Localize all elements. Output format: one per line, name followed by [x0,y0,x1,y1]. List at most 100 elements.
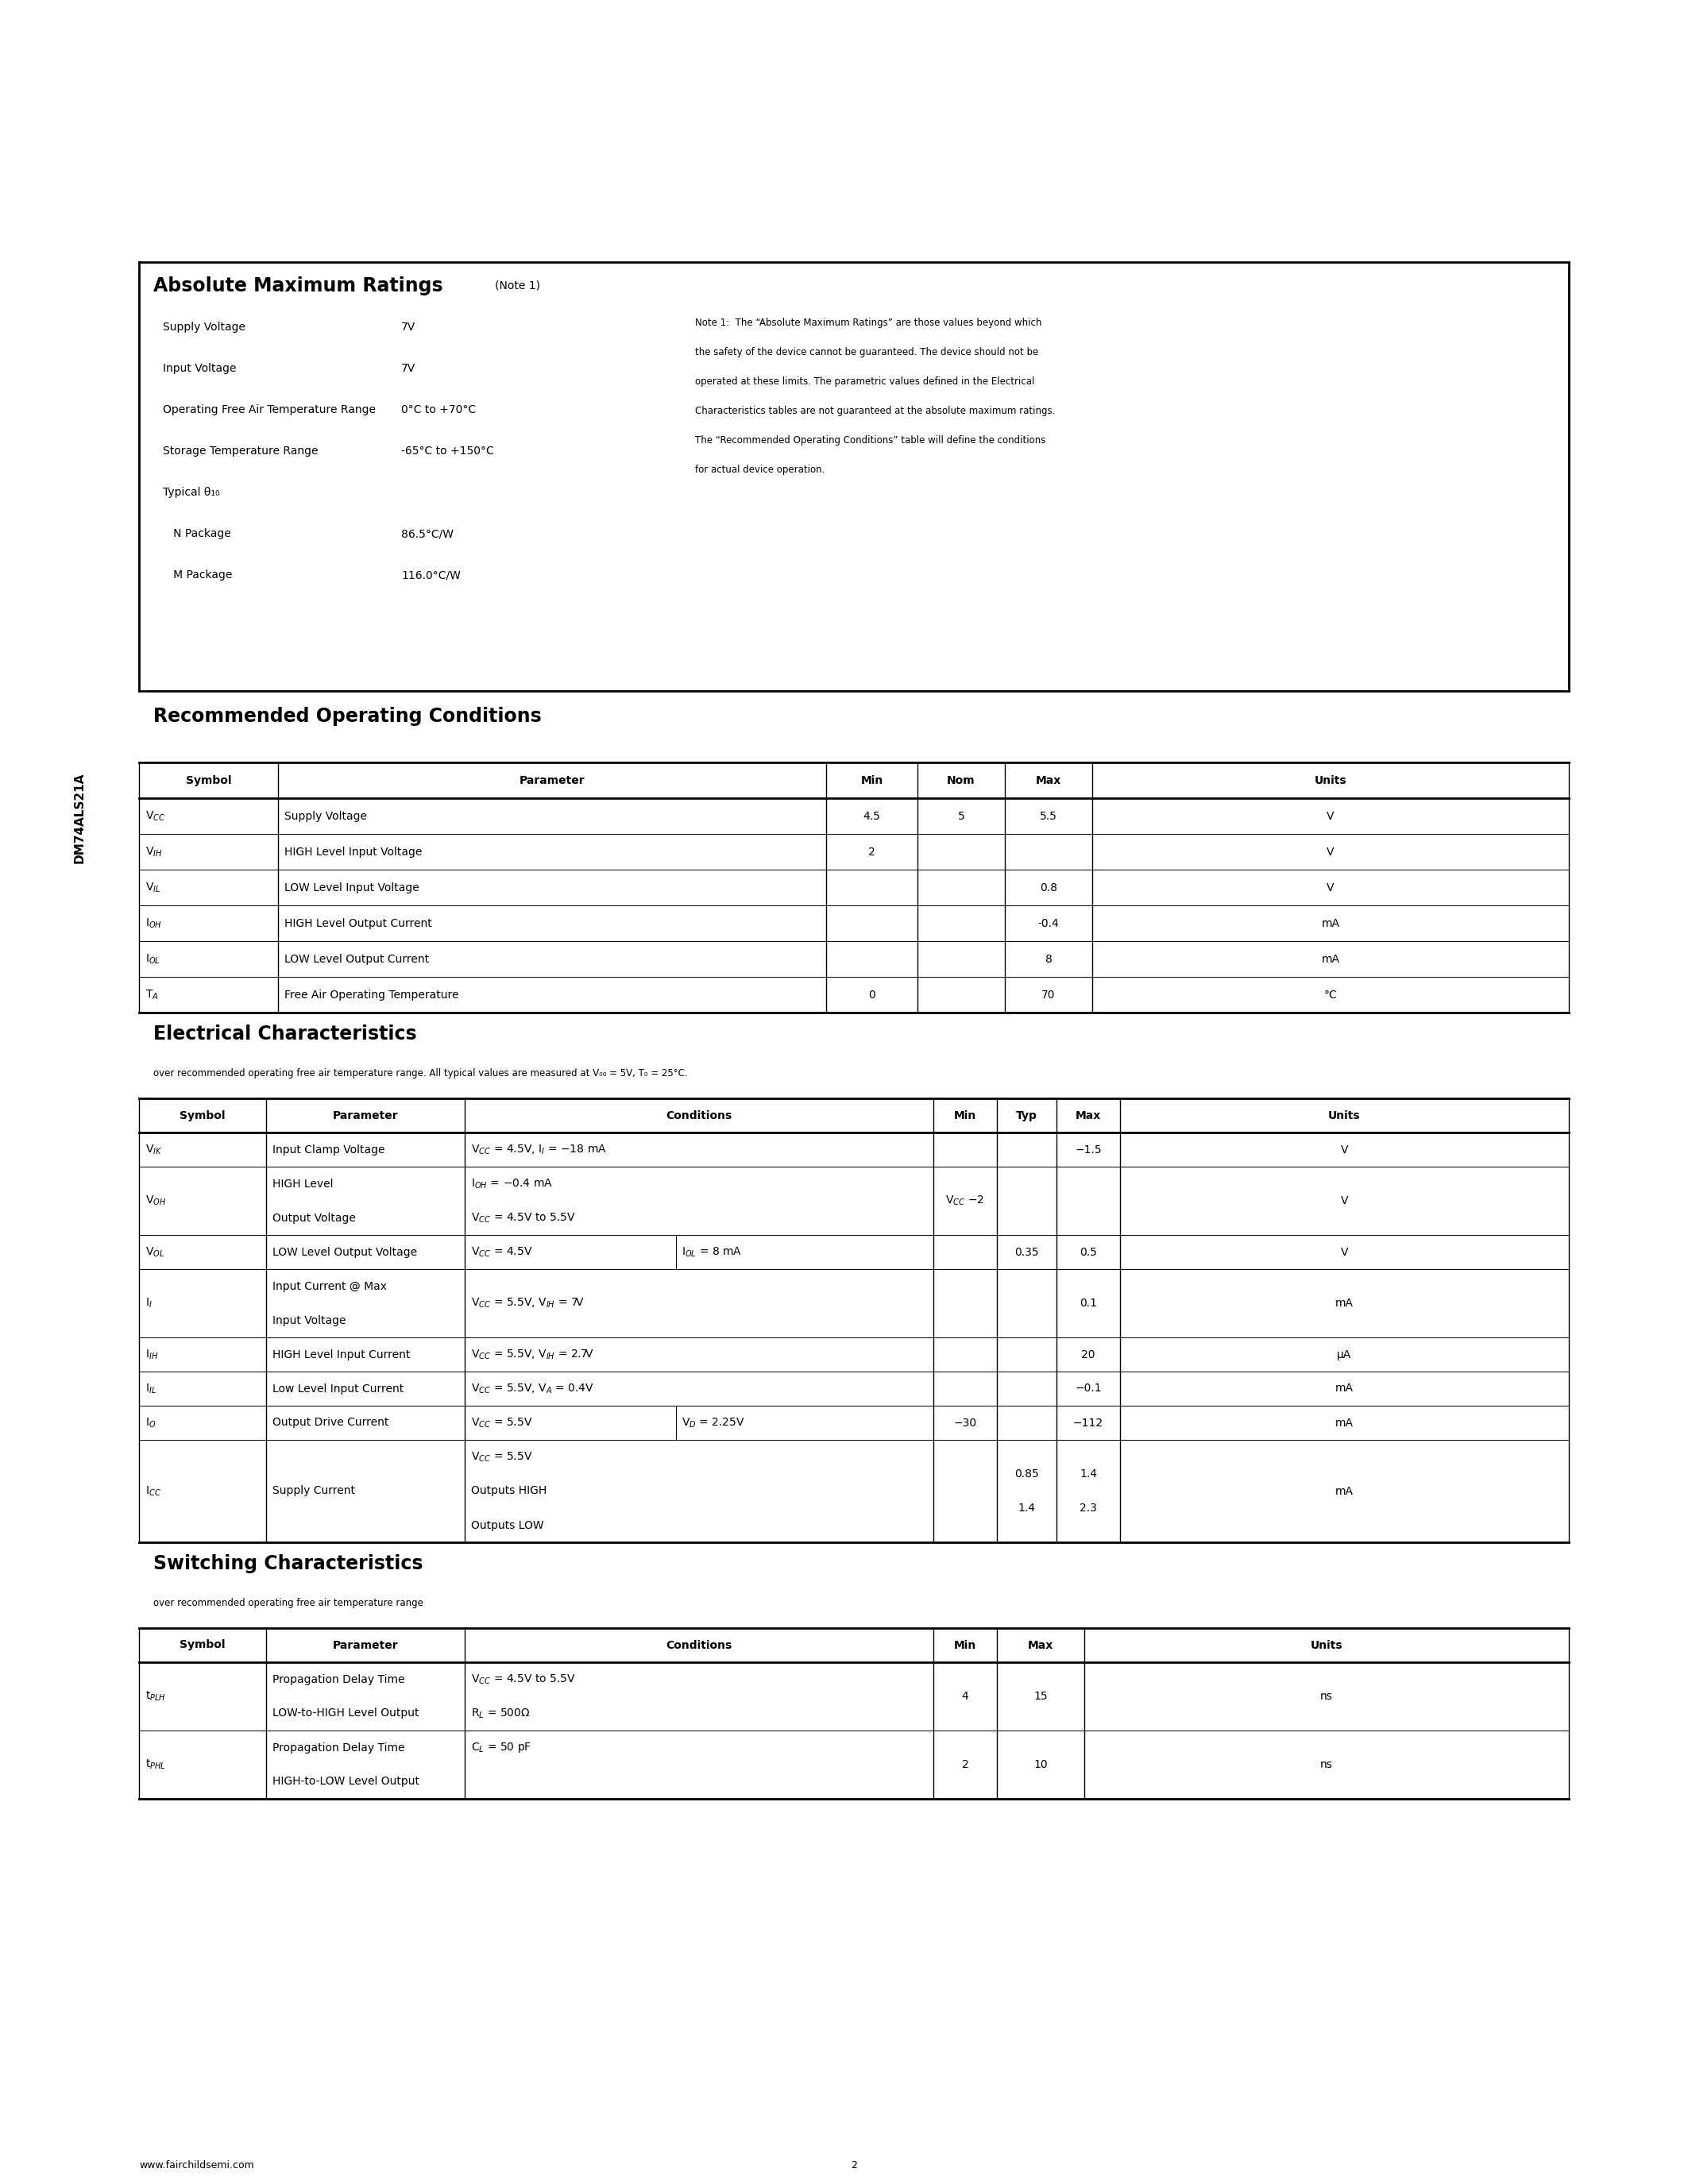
Text: the safety of the device cannot be guaranteed. The device should not be: the safety of the device cannot be guara… [695,347,1038,358]
Text: Min: Min [954,1640,976,1651]
Text: mA: mA [1335,1297,1354,1308]
Text: Parameter: Parameter [333,1640,398,1651]
Text: V: V [1327,810,1334,821]
Text: Conditions: Conditions [667,1640,733,1651]
Text: t$_{PHL}$: t$_{PHL}$ [145,1758,165,1771]
Text: 15: 15 [1033,1690,1048,1701]
Text: I$_O$: I$_O$ [145,1415,155,1428]
Text: Units: Units [1328,1109,1361,1120]
Text: V$_{CC}$ = 5.5V, V$_A$ = 0.4V: V$_{CC}$ = 5.5V, V$_A$ = 0.4V [471,1382,594,1396]
Text: 116.0°C/W: 116.0°C/W [402,570,461,581]
Text: Free Air Operating Temperature: Free Air Operating Temperature [284,989,459,1000]
Text: V: V [1327,882,1334,893]
Text: M Package: M Package [162,570,233,581]
Text: Supply Voltage: Supply Voltage [284,810,366,821]
Text: ns: ns [1320,1690,1334,1701]
Text: I$_{OL}$: I$_{OL}$ [145,952,160,965]
Text: Symbol: Symbol [179,1640,226,1651]
Text: Min: Min [861,775,883,786]
Text: Note 1:  The “Absolute Maximum Ratings” are those values beyond which: Note 1: The “Absolute Maximum Ratings” a… [695,317,1041,328]
Text: HIGH Level Output Current: HIGH Level Output Current [284,917,432,928]
Text: Output Drive Current: Output Drive Current [272,1417,388,1428]
Text: C$_L$ = 50 pF: C$_L$ = 50 pF [471,1741,532,1754]
Text: mA: mA [1322,954,1340,965]
Text: LOW-to-HIGH Level Output: LOW-to-HIGH Level Output [272,1708,419,1719]
Text: Recommended Operating Conditions: Recommended Operating Conditions [154,708,542,725]
Text: N Package: N Package [162,529,231,539]
Text: 2: 2 [851,2160,858,2171]
Text: 0.5: 0.5 [1080,1247,1097,1258]
Text: 8: 8 [1045,954,1052,965]
Text: V$_{CC}$ −2: V$_{CC}$ −2 [945,1195,984,1208]
Text: DM74ALS21A: DM74ALS21A [74,773,86,863]
Text: Low Level Input Current: Low Level Input Current [272,1382,403,1393]
Text: LOW Level Output Voltage: LOW Level Output Voltage [272,1247,417,1258]
Text: Storage Temperature Range: Storage Temperature Range [162,446,317,456]
Text: Nom: Nom [947,775,976,786]
Text: Parameter: Parameter [333,1109,398,1120]
Text: t$_{PLH}$: t$_{PLH}$ [145,1690,165,1704]
Text: Supply Voltage: Supply Voltage [162,321,245,332]
Text: Parameter: Parameter [520,775,586,786]
Text: Electrical Characteristics: Electrical Characteristics [154,1024,417,1044]
Text: HIGH-to-LOW Level Output: HIGH-to-LOW Level Output [272,1776,419,1787]
Text: R$_L$ = 500Ω: R$_L$ = 500Ω [471,1708,530,1721]
Text: 4.5: 4.5 [863,810,881,821]
Text: Units: Units [1310,1640,1342,1651]
Text: Max: Max [1036,775,1062,786]
Text: 0.85: 0.85 [1014,1468,1038,1479]
Text: 0°C to +70°C: 0°C to +70°C [402,404,476,415]
Text: over recommended operating free air temperature range: over recommended operating free air temp… [154,1599,424,1607]
Text: over recommended operating free air temperature range. All typical values are me: over recommended operating free air temp… [154,1068,687,1079]
Text: Switching Characteristics: Switching Characteristics [154,1555,424,1572]
Text: °C: °C [1323,989,1337,1000]
Text: -65°C to +150°C: -65°C to +150°C [402,446,495,456]
Text: Input Current @ Max: Input Current @ Max [272,1280,387,1291]
Text: I$_I$: I$_I$ [145,1297,152,1310]
Text: V$_{CC}$ = 4.5V, I$_I$ = −18 mA: V$_{CC}$ = 4.5V, I$_I$ = −18 mA [471,1142,608,1155]
Text: I$_{OH}$: I$_{OH}$ [145,917,162,930]
Text: I$_{IL}$: I$_{IL}$ [145,1382,157,1396]
Text: 2.3: 2.3 [1080,1503,1097,1514]
Text: V$_{CC}$ = 5.5V: V$_{CC}$ = 5.5V [471,1450,533,1463]
Text: Symbol: Symbol [186,775,231,786]
Text: μA: μA [1337,1350,1352,1361]
Text: V$_{IH}$: V$_{IH}$ [145,845,162,858]
Text: LOW Level Input Voltage: LOW Level Input Voltage [284,882,419,893]
Text: operated at these limits. The parametric values defined in the Electrical: operated at these limits. The parametric… [695,376,1035,387]
Text: (Note 1): (Note 1) [495,280,540,290]
Text: V$_{IK}$: V$_{IK}$ [145,1142,162,1155]
Text: 70: 70 [1041,989,1055,1000]
Text: 0.35: 0.35 [1014,1247,1038,1258]
Text: 20: 20 [1082,1350,1096,1361]
Text: V$_D$ = 2.25V: V$_D$ = 2.25V [682,1415,744,1428]
Text: Input Voltage: Input Voltage [272,1315,346,1326]
Text: V: V [1340,1195,1349,1206]
Text: T$_A$: T$_A$ [145,987,159,1000]
Text: −0.1: −0.1 [1075,1382,1102,1393]
Text: Input Voltage: Input Voltage [162,363,236,373]
Text: Symbol: Symbol [179,1109,226,1120]
Text: 4: 4 [962,1690,969,1701]
Text: Propagation Delay Time: Propagation Delay Time [272,1743,405,1754]
Text: Max: Max [1028,1640,1053,1651]
Text: I$_{CC}$: I$_{CC}$ [145,1485,160,1498]
Text: V$_{CC}$ = 5.5V, V$_{IH}$ = 7V: V$_{CC}$ = 5.5V, V$_{IH}$ = 7V [471,1297,584,1310]
Text: Units: Units [1315,775,1347,786]
Text: Outputs LOW: Outputs LOW [471,1520,544,1531]
Text: V$_{CC}$ = 4.5V to 5.5V: V$_{CC}$ = 4.5V to 5.5V [471,1673,576,1686]
Text: HIGH Level Input Voltage: HIGH Level Input Voltage [284,845,422,858]
Text: Input Clamp Voltage: Input Clamp Voltage [272,1144,385,1155]
Text: Min: Min [954,1109,976,1120]
Text: HIGH Level: HIGH Level [272,1177,333,1190]
Text: Operating Free Air Temperature Range: Operating Free Air Temperature Range [162,404,376,415]
Text: V$_{CC}$: V$_{CC}$ [145,810,165,823]
Text: Outputs HIGH: Outputs HIGH [471,1485,547,1496]
Text: 5: 5 [957,810,964,821]
Text: 5.5: 5.5 [1040,810,1057,821]
Text: Typ: Typ [1016,1109,1038,1120]
Text: V$_{CC}$ = 4.5V: V$_{CC}$ = 4.5V [471,1245,533,1258]
Text: Supply Current: Supply Current [272,1485,354,1496]
Text: V$_{OL}$: V$_{OL}$ [145,1245,164,1258]
Text: www.fairchildsemi.com: www.fairchildsemi.com [138,2160,253,2171]
